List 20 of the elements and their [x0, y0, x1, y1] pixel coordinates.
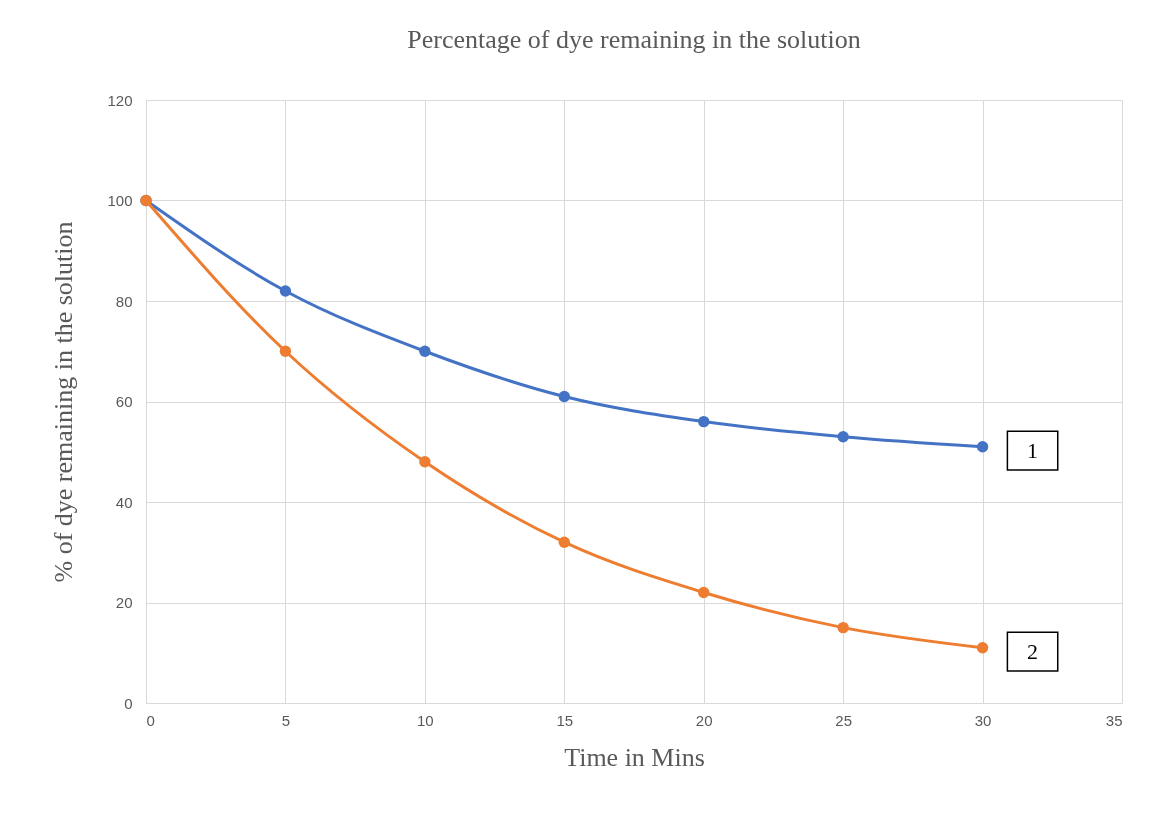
y-axis-title: % of dye remaining in the solution	[49, 221, 79, 583]
x-tick-label: 15	[556, 711, 574, 729]
y-tick-label: 0	[124, 694, 133, 712]
y-tick-label: 60	[115, 393, 133, 410]
y-tick-label: 40	[115, 493, 133, 511]
y-tick-label: 100	[107, 192, 133, 209]
x-tick-label: 0	[146, 711, 155, 729]
y-tick-label: 80	[115, 292, 133, 310]
series-label: 1	[1027, 437, 1039, 463]
y-tick-label: 120	[107, 91, 133, 109]
x-tick-label: 35	[1105, 711, 1123, 729]
chart-title: Percentage of dye remaining in the solution	[407, 25, 861, 54]
x-tick-label: 25	[835, 711, 852, 729]
x-tick-label: 10	[417, 711, 434, 729]
x-axis-title: Time in Mins	[564, 742, 705, 772]
x-tick-label: 30	[974, 711, 992, 729]
y-tick-label: 20	[115, 594, 133, 611]
x-tick-label: 20	[695, 711, 713, 729]
series-label: 2	[1027, 638, 1039, 664]
x-tick-label: 5	[281, 711, 291, 729]
